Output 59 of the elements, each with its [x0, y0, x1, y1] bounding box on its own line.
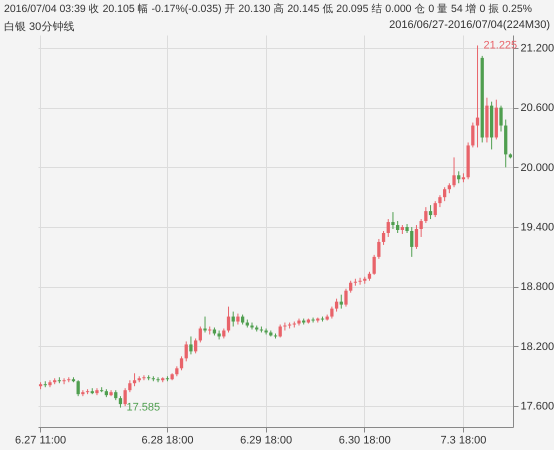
candlestick: [391, 212, 395, 230]
candlestick: [203, 316, 207, 333]
candlestick: [428, 204, 432, 220]
x-tick-label: 6.29 18:00: [240, 434, 292, 446]
candlestick: [420, 218, 423, 238]
candlestick: [457, 170, 460, 184]
chart-subtitle: 白银 30分钟线: [4, 20, 74, 34]
annotation: 17.585: [126, 402, 160, 414]
candlestick: [232, 311, 235, 328]
candlestick: [124, 388, 127, 407]
candlestick: [438, 194, 442, 208]
candlestick: [76, 380, 80, 397]
candlestick: [118, 396, 122, 408]
candlestick: [442, 186, 446, 202]
candlestick: [349, 280, 352, 294]
y-tick-label: 21.200: [520, 42, 554, 54]
candlestick: [414, 224, 418, 250]
candlestick: [184, 340, 188, 362]
x-tick-label: 6.28 18:00: [141, 434, 194, 446]
chart-title: 2016/07/04 03:39 收 20.105 幅 -0.17%(-0.035) 开 20.130 高 20.145 低 20.095 结 0.000 仓 0 量 54 增 0 振 0.25%: [3, 2, 533, 17]
candlestick: [189, 336, 193, 355]
candlestick: [194, 338, 198, 354]
candlestick: [334, 298, 338, 312]
candlestick: [344, 288, 348, 308]
candlestick: [434, 200, 437, 218]
candlestick: [377, 238, 381, 260]
candlestick: [240, 314, 244, 326]
x-tick-label: 7.3 18:00: [440, 434, 486, 446]
candlestick: [476, 44, 480, 148]
y-tick-label: 20.000: [520, 162, 554, 174]
text: 2016/06/27-2016/07/04(224M30): [389, 19, 550, 33]
candlestick: [180, 356, 184, 371]
candlestick: [448, 182, 451, 194]
candlestick: [424, 206, 428, 224]
candlestick: [386, 218, 390, 238]
candlestick: [226, 306, 230, 333]
candlestick: [236, 313, 240, 326]
candlestick: [278, 324, 282, 338]
candlestick: [471, 122, 474, 148]
candlestick: [175, 366, 178, 377]
candlestick: [330, 306, 334, 320]
y-tick-label: 20.600: [520, 102, 554, 114]
candlestick: [382, 230, 386, 246]
y-tick-label: 17.600: [520, 400, 554, 413]
candlestick: [499, 105, 503, 132]
x-tick-label: 6.27 11:00: [14, 434, 66, 446]
candlestick: [222, 328, 226, 339]
candlestick: [128, 380, 132, 393]
candlestick: [396, 220, 400, 234]
candlestick: [340, 294, 343, 310]
candlestick: [132, 372, 136, 387]
candlestick: [410, 226, 414, 258]
candlestick: [198, 326, 202, 343]
x-tick-label: 6.30 18:00: [338, 434, 391, 446]
candlestick: [114, 390, 118, 401]
candlestick: [372, 254, 376, 276]
y-tick-label: 18.800: [520, 281, 554, 294]
y-tick-label: 19.400: [520, 222, 554, 234]
y-tick-label: 18.200: [520, 340, 554, 353]
